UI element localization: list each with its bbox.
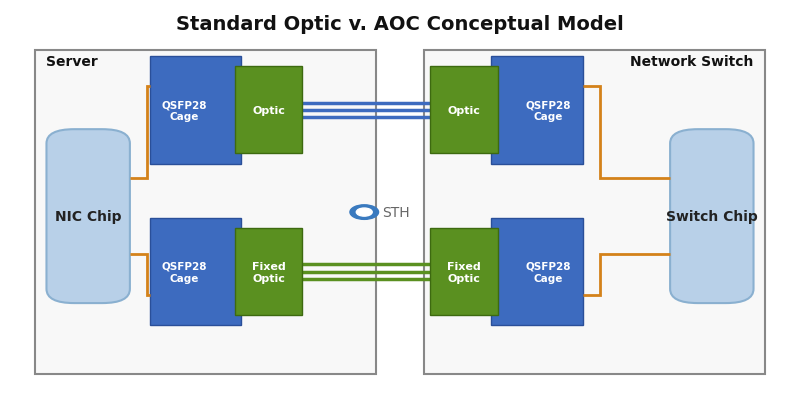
FancyBboxPatch shape bbox=[150, 219, 241, 326]
Text: Optic: Optic bbox=[447, 106, 480, 116]
Text: QSFP28
Cage: QSFP28 Cage bbox=[526, 261, 570, 283]
Text: Optic: Optic bbox=[252, 106, 285, 116]
Text: QSFP28
Cage: QSFP28 Cage bbox=[162, 100, 207, 121]
Text: QSFP28
Cage: QSFP28 Cage bbox=[162, 261, 207, 283]
Circle shape bbox=[350, 205, 378, 220]
Text: Fixed
Optic: Fixed Optic bbox=[252, 261, 286, 283]
FancyBboxPatch shape bbox=[670, 130, 754, 303]
FancyBboxPatch shape bbox=[491, 219, 582, 326]
FancyBboxPatch shape bbox=[424, 51, 766, 374]
Text: Switch Chip: Switch Chip bbox=[666, 210, 758, 224]
FancyBboxPatch shape bbox=[430, 67, 498, 154]
FancyBboxPatch shape bbox=[491, 57, 582, 164]
FancyBboxPatch shape bbox=[234, 67, 302, 154]
Circle shape bbox=[356, 209, 372, 217]
Text: Standard Optic v. AOC Conceptual Model: Standard Optic v. AOC Conceptual Model bbox=[176, 15, 624, 34]
Text: STH: STH bbox=[382, 206, 410, 220]
FancyBboxPatch shape bbox=[34, 51, 376, 374]
Text: Fixed
Optic: Fixed Optic bbox=[447, 261, 481, 283]
FancyBboxPatch shape bbox=[234, 229, 302, 315]
FancyBboxPatch shape bbox=[46, 130, 130, 303]
FancyBboxPatch shape bbox=[430, 229, 498, 315]
Text: Server: Server bbox=[46, 55, 98, 69]
Text: Network Switch: Network Switch bbox=[630, 55, 754, 69]
Text: NIC Chip: NIC Chip bbox=[55, 210, 122, 224]
Text: QSFP28
Cage: QSFP28 Cage bbox=[526, 100, 570, 121]
FancyBboxPatch shape bbox=[150, 57, 241, 164]
